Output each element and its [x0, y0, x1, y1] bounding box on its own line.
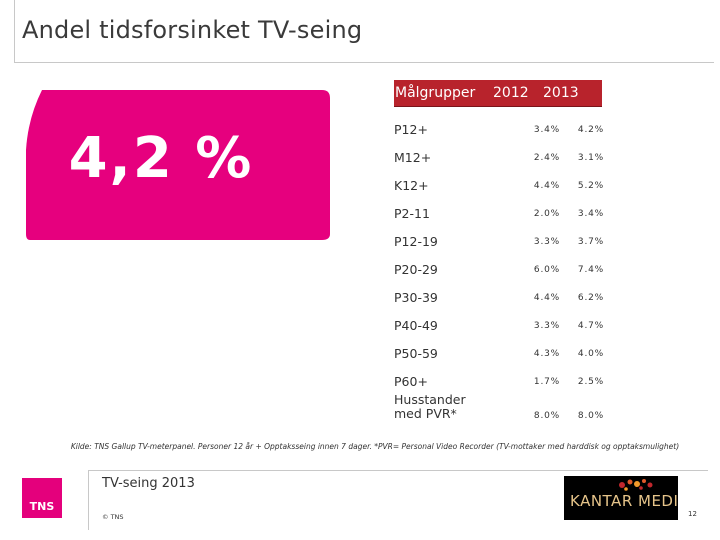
- page-number: 12: [688, 510, 697, 518]
- cell-group: P50-59: [394, 346, 438, 361]
- cell-group: P60+: [394, 374, 428, 389]
- cell-group: P20-29: [394, 262, 438, 277]
- table-row: P12+ 3.4% 4.2%: [394, 122, 604, 137]
- cell-group: P2-11: [394, 206, 430, 221]
- source-footnote: Kilde: TNS Gallup TV-meterpanel. Persone…: [70, 442, 680, 451]
- table-row: P12-19 3.3% 3.7%: [394, 234, 604, 249]
- table-row: P60+ 1.7% 2.5%: [394, 374, 604, 389]
- cell-group: P12+: [394, 122, 428, 137]
- cell-2012: 4.4%: [533, 292, 560, 303]
- cell-2013: 7.4%: [577, 264, 604, 275]
- cell-2013: 3.4%: [577, 208, 604, 219]
- cell-2012: 2.0%: [533, 208, 560, 219]
- header-2012: 2012: [493, 85, 529, 101]
- tns-logo-text: TNS: [29, 500, 55, 513]
- cell-2013: 3.1%: [577, 152, 604, 163]
- table-row: Husstander med PVR* 8.0% 8.0%: [394, 391, 604, 422]
- kantar-logo-text: KANTAR MEDIA: [570, 492, 678, 510]
- cell-2013: 4.7%: [577, 320, 604, 331]
- footer-title: TV-seing 2013: [102, 476, 195, 491]
- cell-2013: 2.5%: [577, 376, 604, 387]
- table-row: K12+ 4.4% 5.2%: [394, 178, 604, 193]
- table-row: P30-39 4.4% 6.2%: [394, 290, 604, 305]
- cell-2012: 3.3%: [533, 320, 560, 331]
- table-row: P40-49 3.3% 4.7%: [394, 318, 604, 333]
- copyright: © TNS: [102, 513, 124, 521]
- audience-table: Målgrupper 2012 2013 P12+ 3.4% 4.2% M12+…: [394, 80, 603, 421]
- table-row: P20-29 6.0% 7.4%: [394, 262, 604, 277]
- footer-frame-line: [88, 470, 89, 530]
- cell-group: Husstander med PVR*: [394, 392, 466, 421]
- table-header: Målgrupper 2012 2013: [394, 80, 602, 106]
- cell-2013: 4.0%: [577, 348, 604, 359]
- cell-2013: 4.2%: [577, 124, 604, 135]
- footer-divider: [88, 470, 708, 471]
- table-row: P50-59 4.3% 4.0%: [394, 346, 604, 361]
- cell-2012: 1.7%: [533, 376, 560, 387]
- header-2013: 2013: [543, 85, 579, 101]
- cell-2013: 3.7%: [577, 236, 604, 247]
- table-row: M12+ 2.4% 3.1%: [394, 150, 604, 165]
- cell-group: P30-39: [394, 290, 438, 305]
- badge-shape: [26, 90, 330, 240]
- kantar-logo-decoration: [619, 479, 653, 491]
- slide-title: Andel tidsforsinket TV-seing: [22, 16, 363, 44]
- title-divider: [14, 62, 714, 63]
- cell-group: P12-19: [394, 234, 438, 249]
- cell-2012: 4.4%: [533, 180, 560, 191]
- title-frame-line: [14, 0, 15, 62]
- cell-group: P40-49: [394, 318, 438, 333]
- kantar-media-logo: KANTAR MEDIA: [564, 476, 678, 520]
- cell-2013: 6.2%: [577, 292, 604, 303]
- cell-2013: 8.0%: [577, 411, 604, 421]
- cell-2012: 2.4%: [533, 152, 560, 163]
- cell-2012: 4.3%: [533, 348, 560, 359]
- cell-2012: 8.0%: [533, 411, 560, 421]
- header-target-group: Målgrupper: [395, 85, 476, 101]
- cell-group: M12+: [394, 150, 432, 165]
- highlight-value: 4,2 %: [68, 125, 254, 191]
- tns-logo: TNS: [22, 478, 62, 518]
- table-row: P2-11 2.0% 3.4%: [394, 206, 604, 221]
- cell-2012: 3.3%: [533, 236, 560, 247]
- cell-2012: 3.4%: [533, 124, 560, 135]
- cell-group: K12+: [394, 178, 429, 193]
- cell-2013: 5.2%: [577, 180, 604, 191]
- highlight-badge: 4,2 %: [26, 88, 330, 242]
- cell-2012: 6.0%: [533, 264, 560, 275]
